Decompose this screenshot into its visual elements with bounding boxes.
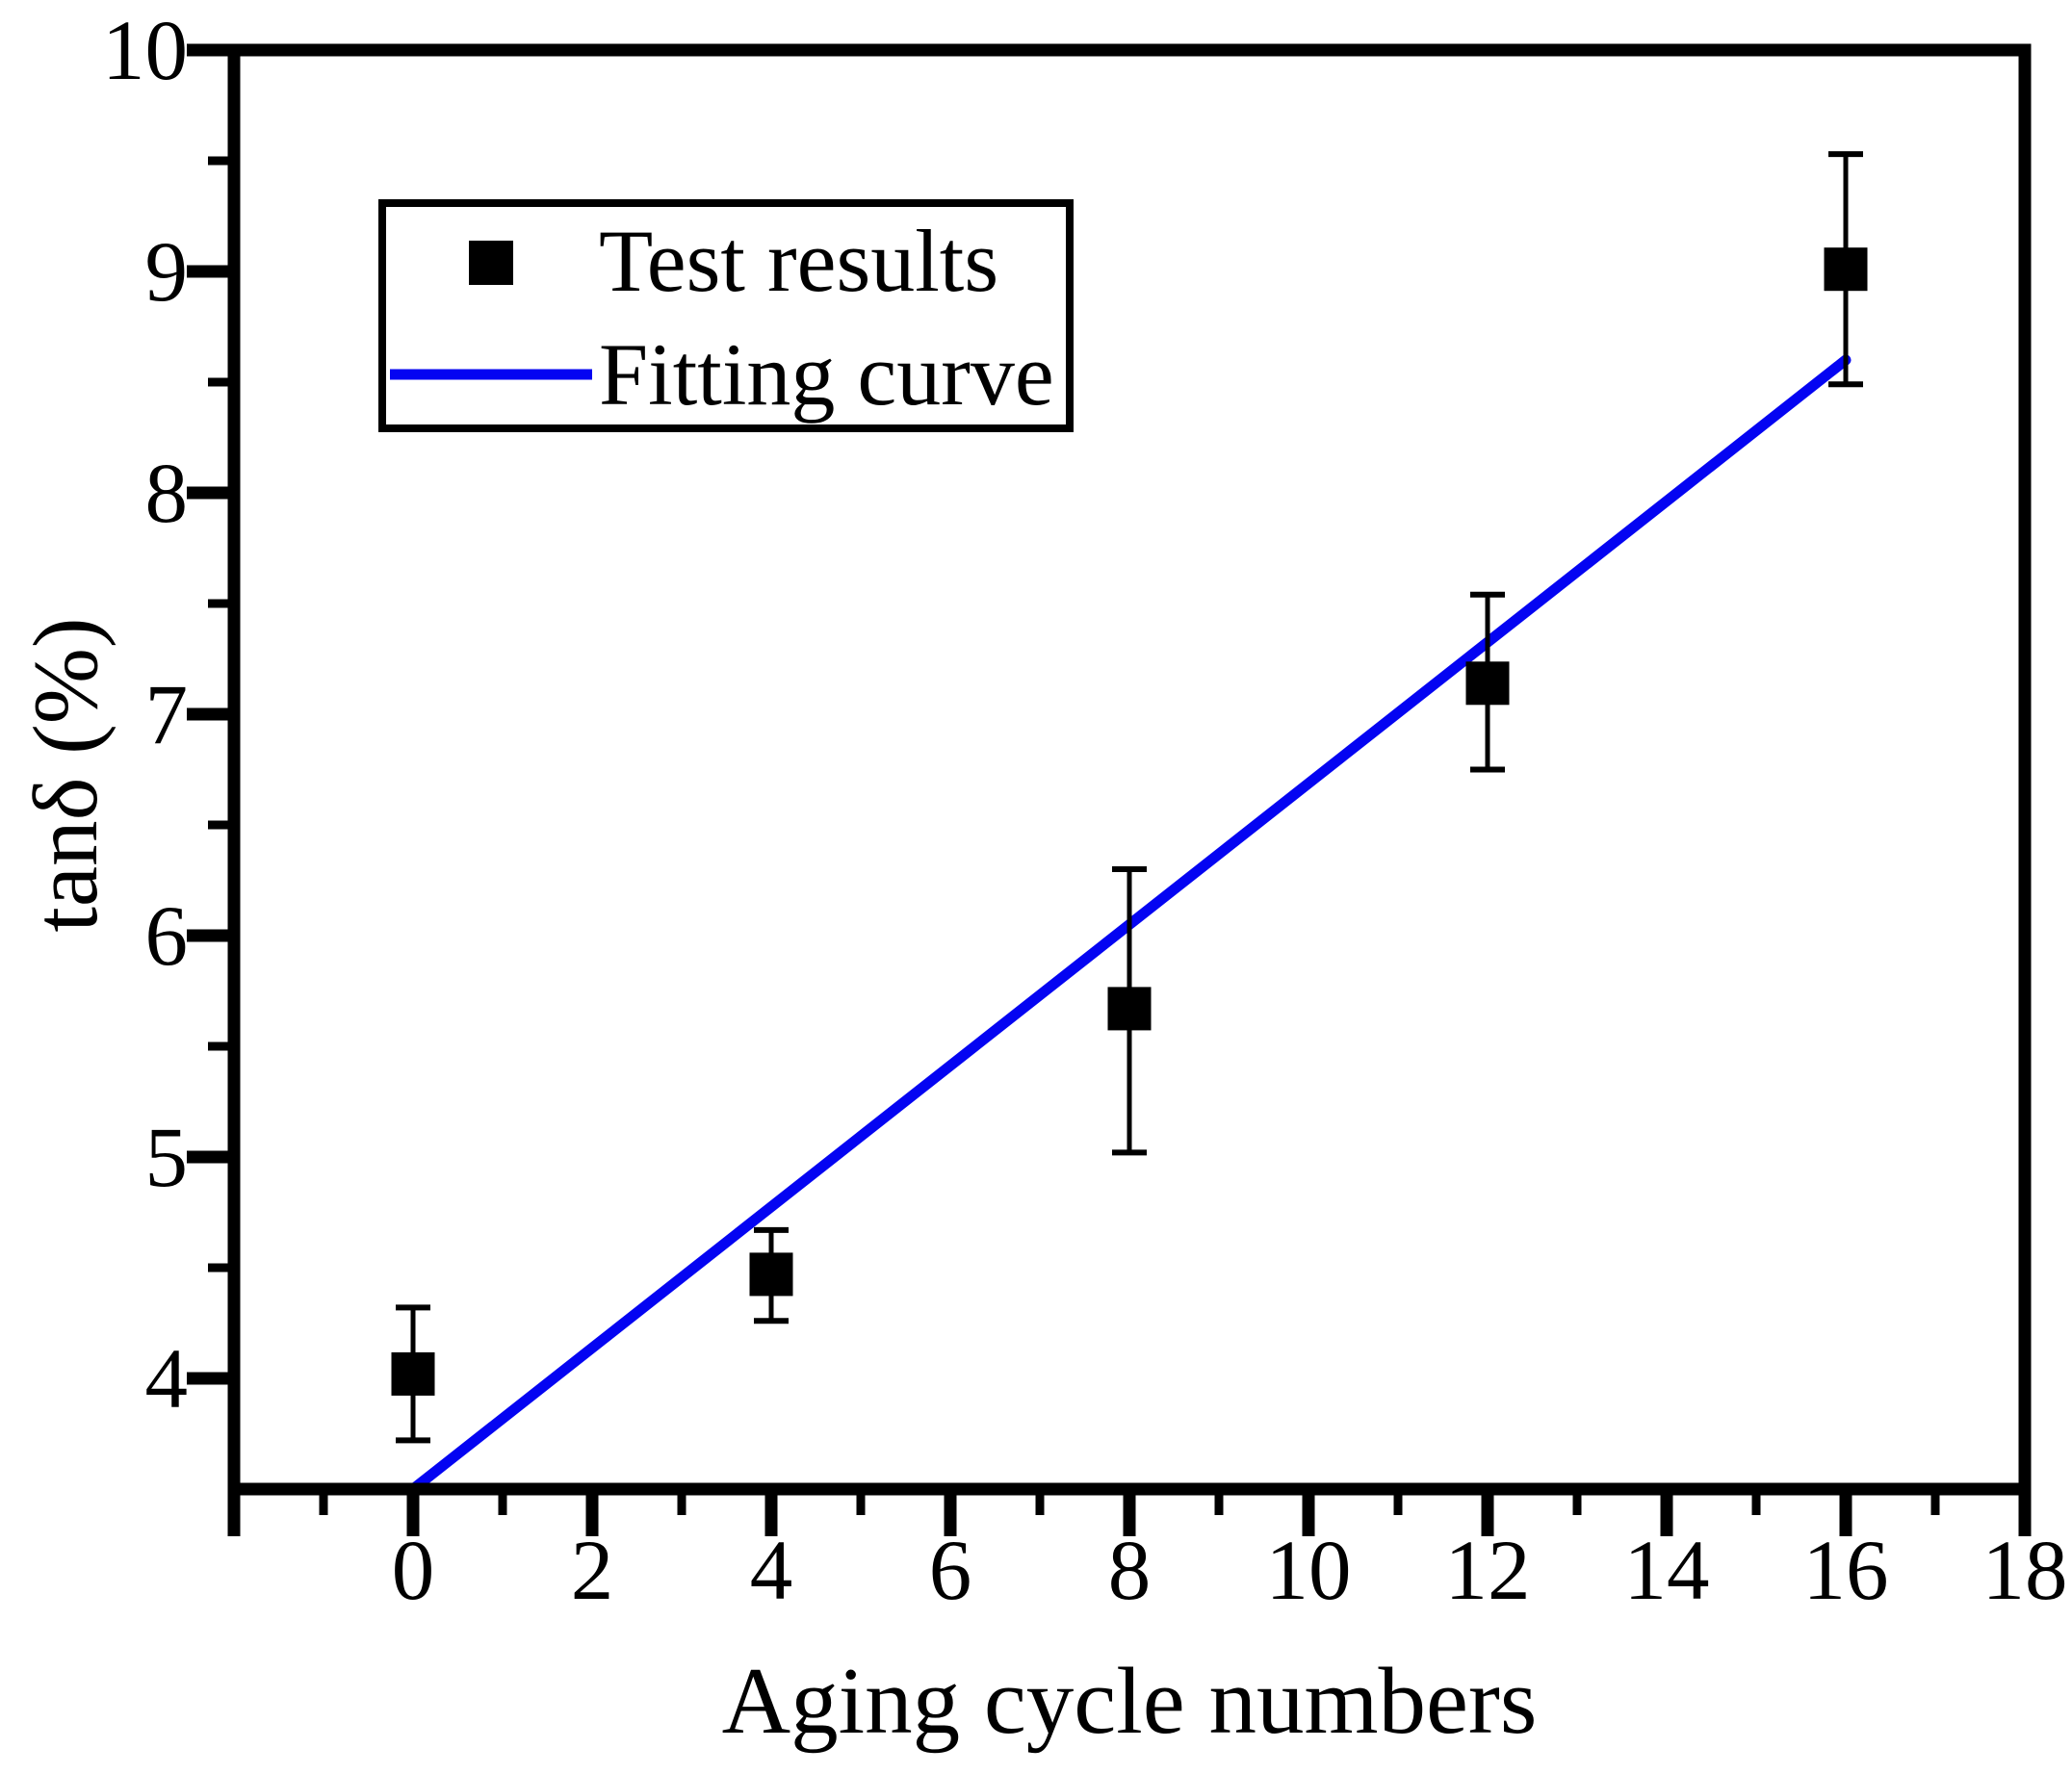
y-tick-label: 10 [102, 4, 188, 98]
data-point-marker [1107, 987, 1152, 1031]
y-axis-title: tanδ (%) [14, 618, 117, 933]
legend-marker-square-icon [469, 241, 513, 285]
data-point-marker [391, 1351, 435, 1396]
plot-frame [227, 43, 2032, 1496]
data-point-marker [1824, 247, 1868, 292]
x-tick-label: 4 [750, 1524, 793, 1618]
x-tick-label: 14 [1624, 1524, 1710, 1618]
y-tick-label: 4 [145, 1332, 189, 1427]
x-tick-label: 8 [1108, 1524, 1152, 1618]
data-point-marker [1465, 661, 1510, 706]
x-tick-label: 16 [1803, 1524, 1889, 1618]
x-tick-label: 10 [1266, 1524, 1352, 1618]
x-tick-label: 2 [571, 1524, 614, 1618]
legend: Test results Fitting curve [378, 199, 1074, 432]
y-tick-label: 6 [145, 889, 189, 984]
x-tick-label: 6 [929, 1524, 972, 1618]
x-tick-label: 0 [392, 1524, 435, 1618]
plot-content: 0 2 4 6 8 10 12 14 16 18 4 5 6 7 8 9 10 [102, 4, 2068, 1618]
y-tick-label: 9 [145, 225, 189, 320]
y-tick-label: 7 [145, 668, 189, 762]
y-tick-label: 5 [145, 1111, 189, 1205]
y-tick-label: 8 [145, 447, 189, 541]
x-tick-label: 18 [1982, 1524, 2068, 1618]
legend-label-test-results: Test results [599, 212, 998, 310]
x-axis-title: Aging cycle numbers [722, 1649, 1538, 1754]
x-tick-label: 12 [1445, 1524, 1531, 1618]
legend-label-fitting-curve: Fitting curve [599, 325, 1054, 424]
data-point-marker [749, 1252, 793, 1297]
